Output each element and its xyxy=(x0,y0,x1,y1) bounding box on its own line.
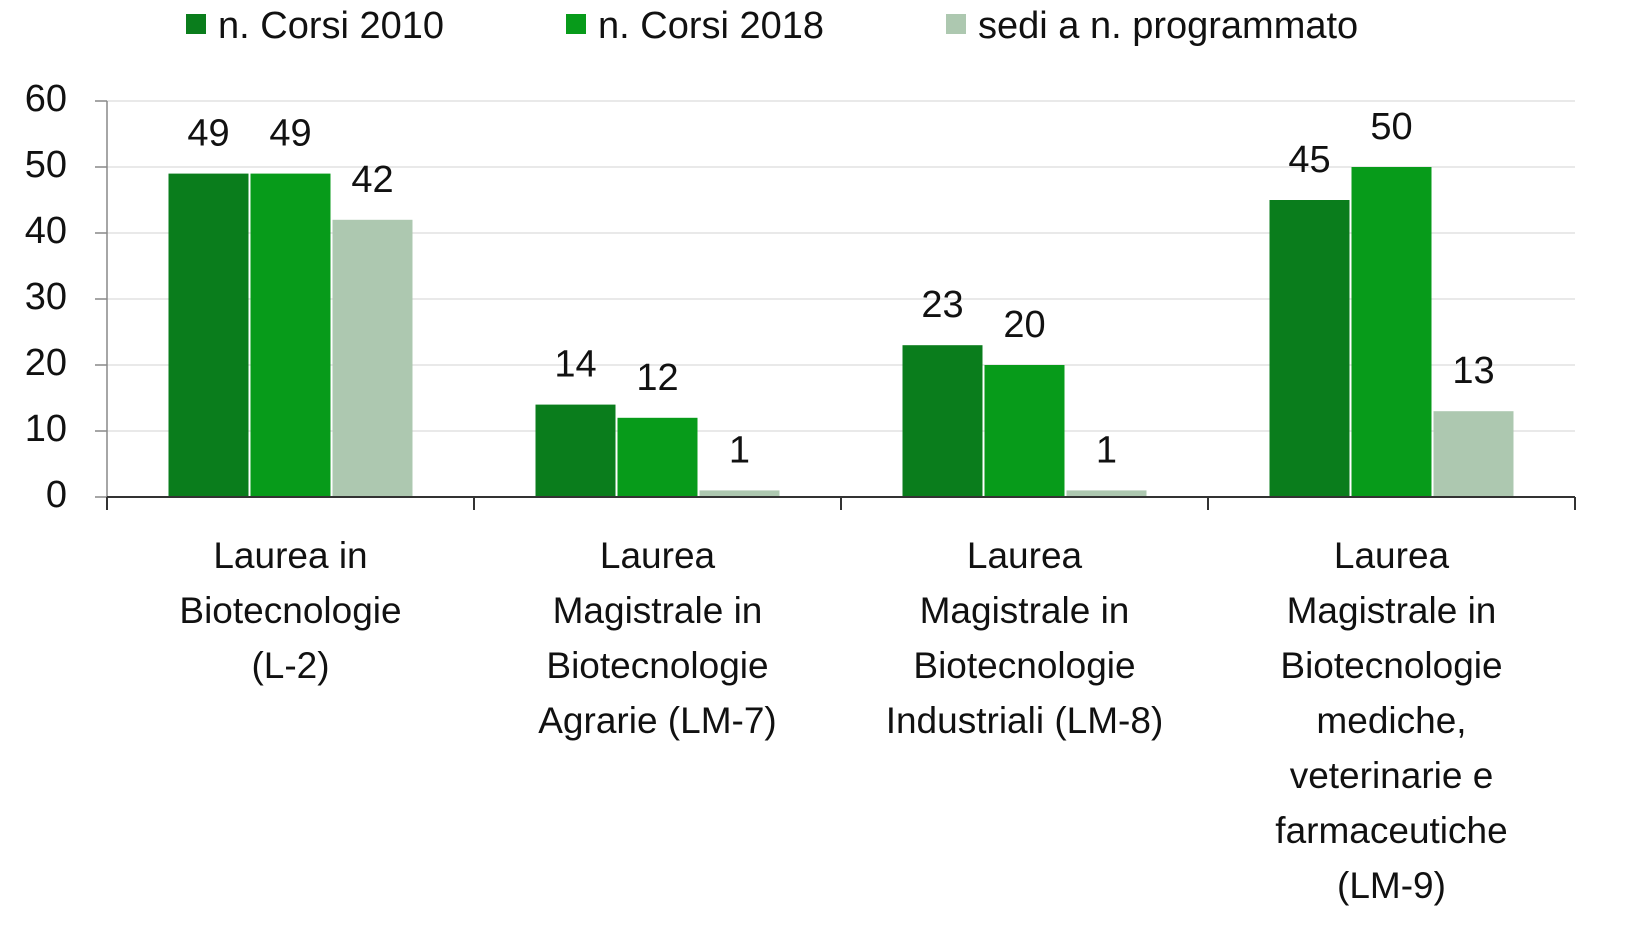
bar xyxy=(1433,411,1514,497)
bar xyxy=(250,173,331,497)
bar xyxy=(699,490,780,497)
y-tick-label: 50 xyxy=(25,144,67,186)
legend-label: n. Corsi 2018 xyxy=(598,5,824,47)
bar xyxy=(535,404,616,497)
x-tick-label: Laurea Magistrale in Biotecnologie Agrar… xyxy=(538,535,777,741)
data-label: 1 xyxy=(729,429,750,471)
data-label: 49 xyxy=(269,113,311,155)
bar xyxy=(332,219,413,498)
data-label: 42 xyxy=(351,159,393,201)
data-label: 20 xyxy=(1003,304,1045,346)
legend-swatch xyxy=(566,14,586,34)
y-tick-label: 40 xyxy=(25,210,67,252)
y-tick-label: 60 xyxy=(25,78,67,120)
x-tick-label: Laurea in Biotecnologie (L-2) xyxy=(179,535,402,686)
y-tick-label: 10 xyxy=(25,408,67,450)
data-label: 23 xyxy=(921,284,963,326)
bar xyxy=(1269,200,1350,497)
y-tick-label: 0 xyxy=(46,474,67,516)
bar xyxy=(984,365,1065,497)
legend-label: n. Corsi 2010 xyxy=(218,5,444,47)
data-label: 14 xyxy=(554,344,596,386)
x-tick-label: Laurea Magistrale in Biotecnologie Indus… xyxy=(885,535,1164,741)
x-tick-label: Laurea Magistrale in Biotecnologie medic… xyxy=(1275,535,1508,906)
data-label: 50 xyxy=(1370,106,1412,148)
y-tick-label: 30 xyxy=(25,276,67,318)
data-label: 13 xyxy=(1452,350,1494,392)
data-label: 49 xyxy=(187,113,229,155)
bar xyxy=(902,345,983,497)
bar xyxy=(1066,490,1147,497)
data-label: 12 xyxy=(636,357,678,399)
legend-swatch xyxy=(946,14,966,34)
data-label: 45 xyxy=(1288,139,1330,181)
legend-swatch xyxy=(186,14,206,34)
y-tick-label: 20 xyxy=(25,342,67,384)
bar xyxy=(1351,167,1432,497)
data-label: 1 xyxy=(1096,429,1117,471)
bar xyxy=(168,173,249,497)
bar xyxy=(617,417,698,497)
legend-label: sedi a n. programmato xyxy=(978,5,1358,47)
